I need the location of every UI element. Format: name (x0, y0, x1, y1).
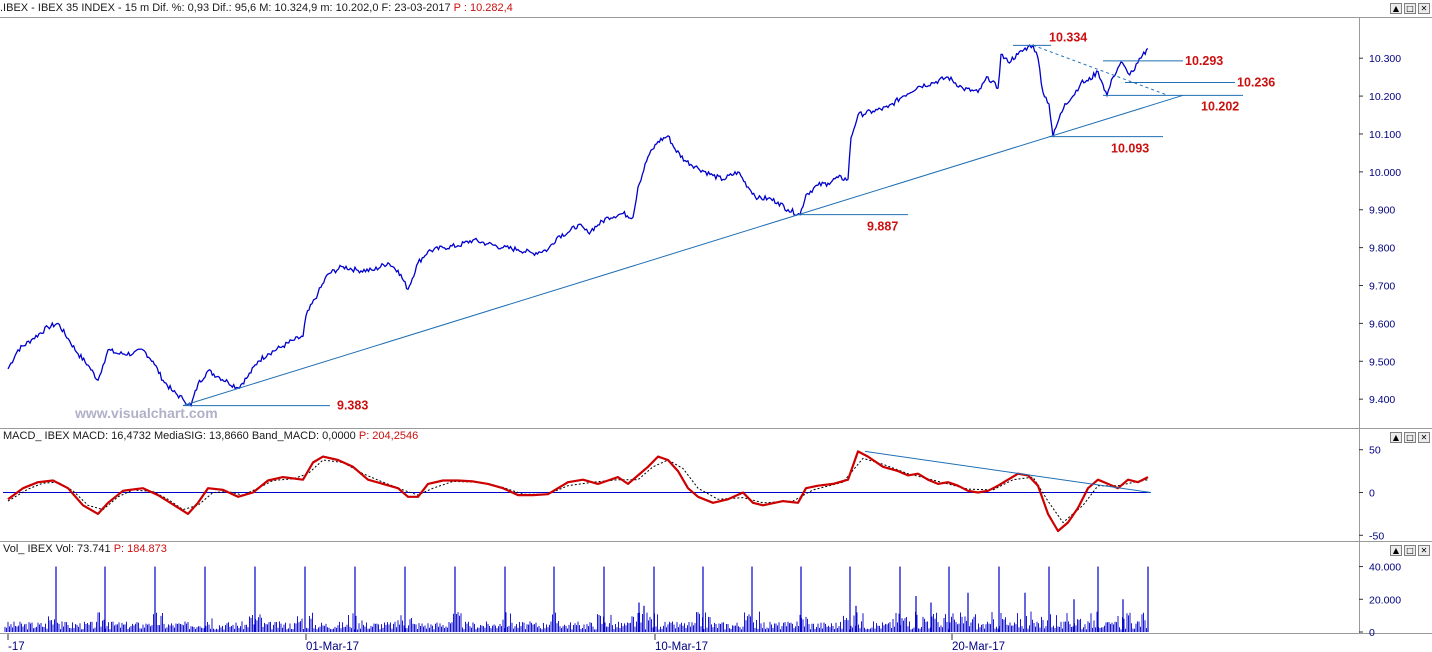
date-axis-label: 10-Mar-17 (655, 641, 708, 652)
close-button[interactable]: ✕ (1418, 3, 1430, 14)
chart-title: .IBEX - IBEX 35 INDEX - 15 m Dif. %: 0,9… (0, 2, 451, 14)
price-level-label: 10.236 (1237, 75, 1275, 89)
volume-panel-window-controls: ▲ □ ✕ (1390, 545, 1430, 556)
price-level-label: 10.334 (1049, 30, 1087, 44)
macd-title: MACD_ IBEX MACD: 16,4732 MediaSIG: 13,86… (3, 430, 356, 442)
date-axis-label: 20-Mar-17 (952, 641, 1005, 652)
restore-button[interactable]: □ (1404, 432, 1416, 443)
macd-chart: 50 0 -50 (3, 445, 1384, 542)
macd-line (7, 450, 1149, 533)
price-line (7, 43, 1149, 408)
price-axis-label: 9.700 (1369, 281, 1395, 293)
price-axis-label: 9.800 (1369, 243, 1395, 255)
macd-price: P: 204,2546 (358, 430, 419, 442)
price-axis-label: 9.600 (1369, 318, 1395, 330)
macd-trend-line (864, 450, 1152, 493)
price-level-label: 9.383 (337, 399, 368, 413)
volume-title: Vol_ IBEX Vol: 73.741 (3, 543, 111, 555)
last-price: P : 10.282,4 (453, 2, 513, 14)
watermark: www.visualchart.com (74, 405, 218, 421)
dashed-trend-line (1032, 44, 1169, 96)
price-axis-label: 9.900 (1369, 205, 1395, 217)
date-axis-label: -17 (8, 641, 25, 652)
volume-axis-label: 20.000 (1369, 594, 1401, 606)
chart-title-bar: .IBEX - IBEX 35 INDEX - 15 m Dif. %: 0,9… (0, 0, 513, 17)
price-level-label: 9.887 (867, 220, 898, 234)
macd-panel-window-controls: ▲ □ ✕ (1390, 432, 1430, 443)
price-level-label: 10.093 (1111, 142, 1149, 156)
price-axis-label: 10.000 (1369, 167, 1401, 179)
restore-button[interactable]: □ (1404, 3, 1416, 14)
macd-axis-label: 0 (1369, 488, 1375, 500)
price-axis-label: 9.400 (1369, 394, 1395, 406)
close-button[interactable]: ✕ (1418, 432, 1430, 443)
macd-axis-label: 50 (1369, 445, 1381, 457)
minimize-button[interactable]: ▲ (1390, 545, 1402, 556)
support-trend-line (182, 94, 1184, 407)
price-level-label: 10.202 (1201, 99, 1239, 113)
volume-price: P: 184.873 (113, 543, 167, 555)
volume-axis-label: 40.000 (1369, 562, 1401, 574)
macd-title-bar: MACD_ IBEX MACD: 16,4732 MediaSIG: 13,86… (3, 430, 418, 442)
price-level-label: 10.293 (1185, 54, 1223, 68)
price-chart: 9.400 9.500 9.600 9.700 9.800 9.900 10.000 10.1… (7, 30, 1401, 413)
price-panel-window-controls: ▲ □ ✕ (1390, 3, 1430, 14)
date-axis-label: 01-Mar-17 (306, 641, 359, 652)
volume-axis-label: 0 (1369, 627, 1375, 639)
price-axis-label: 9.500 (1369, 356, 1395, 368)
minimize-button[interactable]: ▲ (1390, 432, 1402, 443)
price-axis-label: 10.300 (1369, 53, 1401, 65)
macd-axis-label: -50 (1369, 530, 1384, 542)
restore-button[interactable]: □ (1404, 545, 1416, 556)
close-button[interactable]: ✕ (1418, 545, 1430, 556)
volume-title-bar: Vol_ IBEX Vol: 73.741 P: 184.873 (3, 543, 167, 555)
price-axis-label: 10.200 (1369, 91, 1401, 103)
minimize-button[interactable]: ▲ (1390, 3, 1402, 14)
date-axis: -17 01-Mar-17 10-Mar-17 20-Mar-17 (7, 634, 1005, 652)
signal-line (7, 457, 1149, 524)
volume-chart: 40.000 20.000 0 (4, 562, 1401, 639)
price-axis-label: 10.100 (1369, 129, 1401, 141)
